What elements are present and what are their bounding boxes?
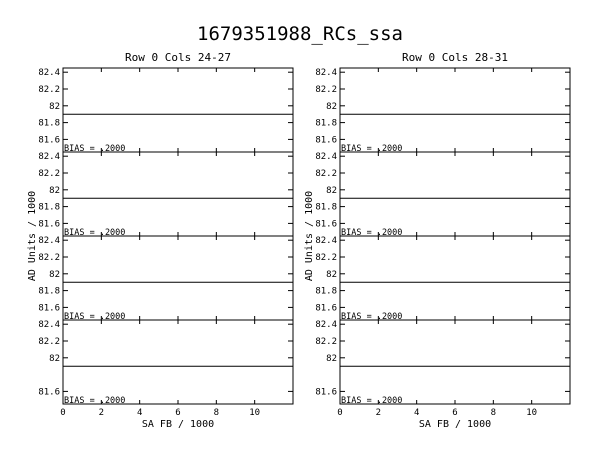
y-tick-label: 81.8 bbox=[38, 203, 60, 213]
chart-title: Row 0 Cols 24-27 bbox=[125, 51, 231, 64]
x-tick-label: 2 bbox=[376, 408, 381, 418]
y-tick-label: 82.2 bbox=[315, 253, 337, 263]
y-tick-label: 82.4 bbox=[315, 68, 337, 78]
y-tick-label: 82 bbox=[49, 354, 60, 364]
x-tick-label: 8 bbox=[491, 408, 496, 418]
y-tick-label: 81.8 bbox=[38, 287, 60, 297]
y-tick-label: 82.4 bbox=[38, 320, 60, 330]
panel-frame bbox=[339, 319, 571, 405]
x-tick-label: 6 bbox=[452, 408, 457, 418]
y-tick-label: 81.8 bbox=[315, 119, 337, 129]
bias-annotation: BIAS = .2000 bbox=[341, 144, 402, 154]
x-tick-label: 2 bbox=[99, 408, 104, 418]
panel-2: 81.6 81.8 82 82.2 82.4 BIAS = .2000 bbox=[315, 151, 571, 238]
x-tick-label: 4 bbox=[137, 408, 142, 418]
y-tick-label: 81.6 bbox=[315, 135, 337, 145]
y-tick-label: 82 bbox=[326, 186, 337, 196]
y-axis-label: AD Units / 1000 bbox=[304, 191, 315, 281]
x-tick-label: 8 bbox=[214, 408, 219, 418]
y-tick-label: 82.4 bbox=[315, 320, 337, 330]
y-tick-label: 82.2 bbox=[315, 337, 337, 347]
y-tick-label: 81.8 bbox=[315, 203, 337, 213]
panel-frame bbox=[62, 67, 294, 153]
bias-annotation: BIAS = .2000 bbox=[64, 228, 125, 238]
bias-annotation: BIAS = .2000 bbox=[341, 312, 402, 322]
y-tick-label: 81.6 bbox=[38, 387, 60, 397]
y-tick-label: 82.4 bbox=[315, 152, 337, 162]
x-tick-label: 4 bbox=[414, 408, 419, 418]
y-tick-label: 81.6 bbox=[315, 219, 337, 229]
y-tick-label: 82.4 bbox=[315, 236, 337, 246]
y-tick-label: 82.2 bbox=[38, 337, 60, 347]
bias-annotation: BIAS = .2000 bbox=[64, 144, 125, 154]
panel-frame bbox=[62, 151, 294, 237]
y-tick-label: 81.6 bbox=[38, 135, 60, 145]
panel-frame bbox=[62, 319, 294, 405]
y-tick-label: 81.6 bbox=[315, 303, 337, 313]
y-tick-label: 82 bbox=[326, 270, 337, 280]
y-tick-label: 82 bbox=[49, 102, 60, 112]
y-tick-label: 82.4 bbox=[38, 236, 60, 246]
y-tick-label: 82.2 bbox=[315, 169, 337, 179]
y-axis-label: AD Units / 1000 bbox=[27, 191, 38, 281]
panel-frame bbox=[339, 67, 571, 153]
y-tick-label: 82 bbox=[49, 186, 60, 196]
x-axis-label: SA FB / 1000 bbox=[419, 419, 491, 430]
panel-3: 81.6 81.8 82 82.2 82.4 BIAS = .2000 bbox=[315, 235, 571, 322]
bias-annotation: BIAS = .2000 bbox=[341, 396, 402, 406]
y-tick-label: 82.4 bbox=[38, 68, 60, 78]
bias-annotation: BIAS = .2000 bbox=[341, 228, 402, 238]
panel-4: 81.6 82 82.2 82.4 BIAS = .2000 bbox=[315, 319, 571, 406]
y-tick-label: 81.8 bbox=[315, 287, 337, 297]
x-tick-label: 10 bbox=[249, 408, 260, 418]
y-tick-label: 82 bbox=[326, 354, 337, 364]
y-tick-label: 81.8 bbox=[38, 119, 60, 129]
y-tick-label: 82 bbox=[326, 102, 337, 112]
y-tick-label: 82.2 bbox=[38, 85, 60, 95]
panel-4: 81.6 82 82.2 82.4 BIAS = .2000 bbox=[38, 319, 294, 406]
panel-1: 81.6 81.8 82 82.2 82.4 BIAS = .2000 bbox=[38, 67, 294, 154]
figure-title: 1679351988_RCs_ssa bbox=[197, 23, 403, 45]
y-tick-label: 82.2 bbox=[38, 253, 60, 263]
y-tick-label: 81.6 bbox=[38, 303, 60, 313]
panel-1: 81.6 81.8 82 82.2 82.4 BIAS = .2000 bbox=[315, 67, 571, 154]
y-tick-label: 82.2 bbox=[315, 85, 337, 95]
y-tick-label: 82.2 bbox=[38, 169, 60, 179]
y-tick-label: 81.6 bbox=[38, 219, 60, 229]
bias-annotation: BIAS = .2000 bbox=[64, 312, 125, 322]
panel-frame bbox=[62, 235, 294, 321]
x-axis-label: SA FB / 1000 bbox=[142, 419, 214, 430]
panel-frame bbox=[339, 151, 571, 237]
bias-annotation: BIAS = .2000 bbox=[64, 396, 125, 406]
panel-2: 81.6 81.8 82 82.2 82.4 BIAS = .2000 bbox=[38, 151, 294, 238]
x-tick-label: 0 bbox=[337, 408, 342, 418]
y-tick-label: 82.4 bbox=[38, 152, 60, 162]
y-tick-label: 82 bbox=[49, 270, 60, 280]
chart-title: Row 0 Cols 28-31 bbox=[402, 51, 508, 64]
panel-3: 81.6 81.8 82 82.2 82.4 BIAS = .2000 bbox=[38, 235, 294, 322]
y-tick-label: 81.6 bbox=[315, 387, 337, 397]
x-tick-label: 6 bbox=[175, 408, 180, 418]
x-tick-label: 10 bbox=[526, 408, 537, 418]
panel-frame bbox=[339, 235, 571, 321]
x-tick-label: 0 bbox=[60, 408, 65, 418]
